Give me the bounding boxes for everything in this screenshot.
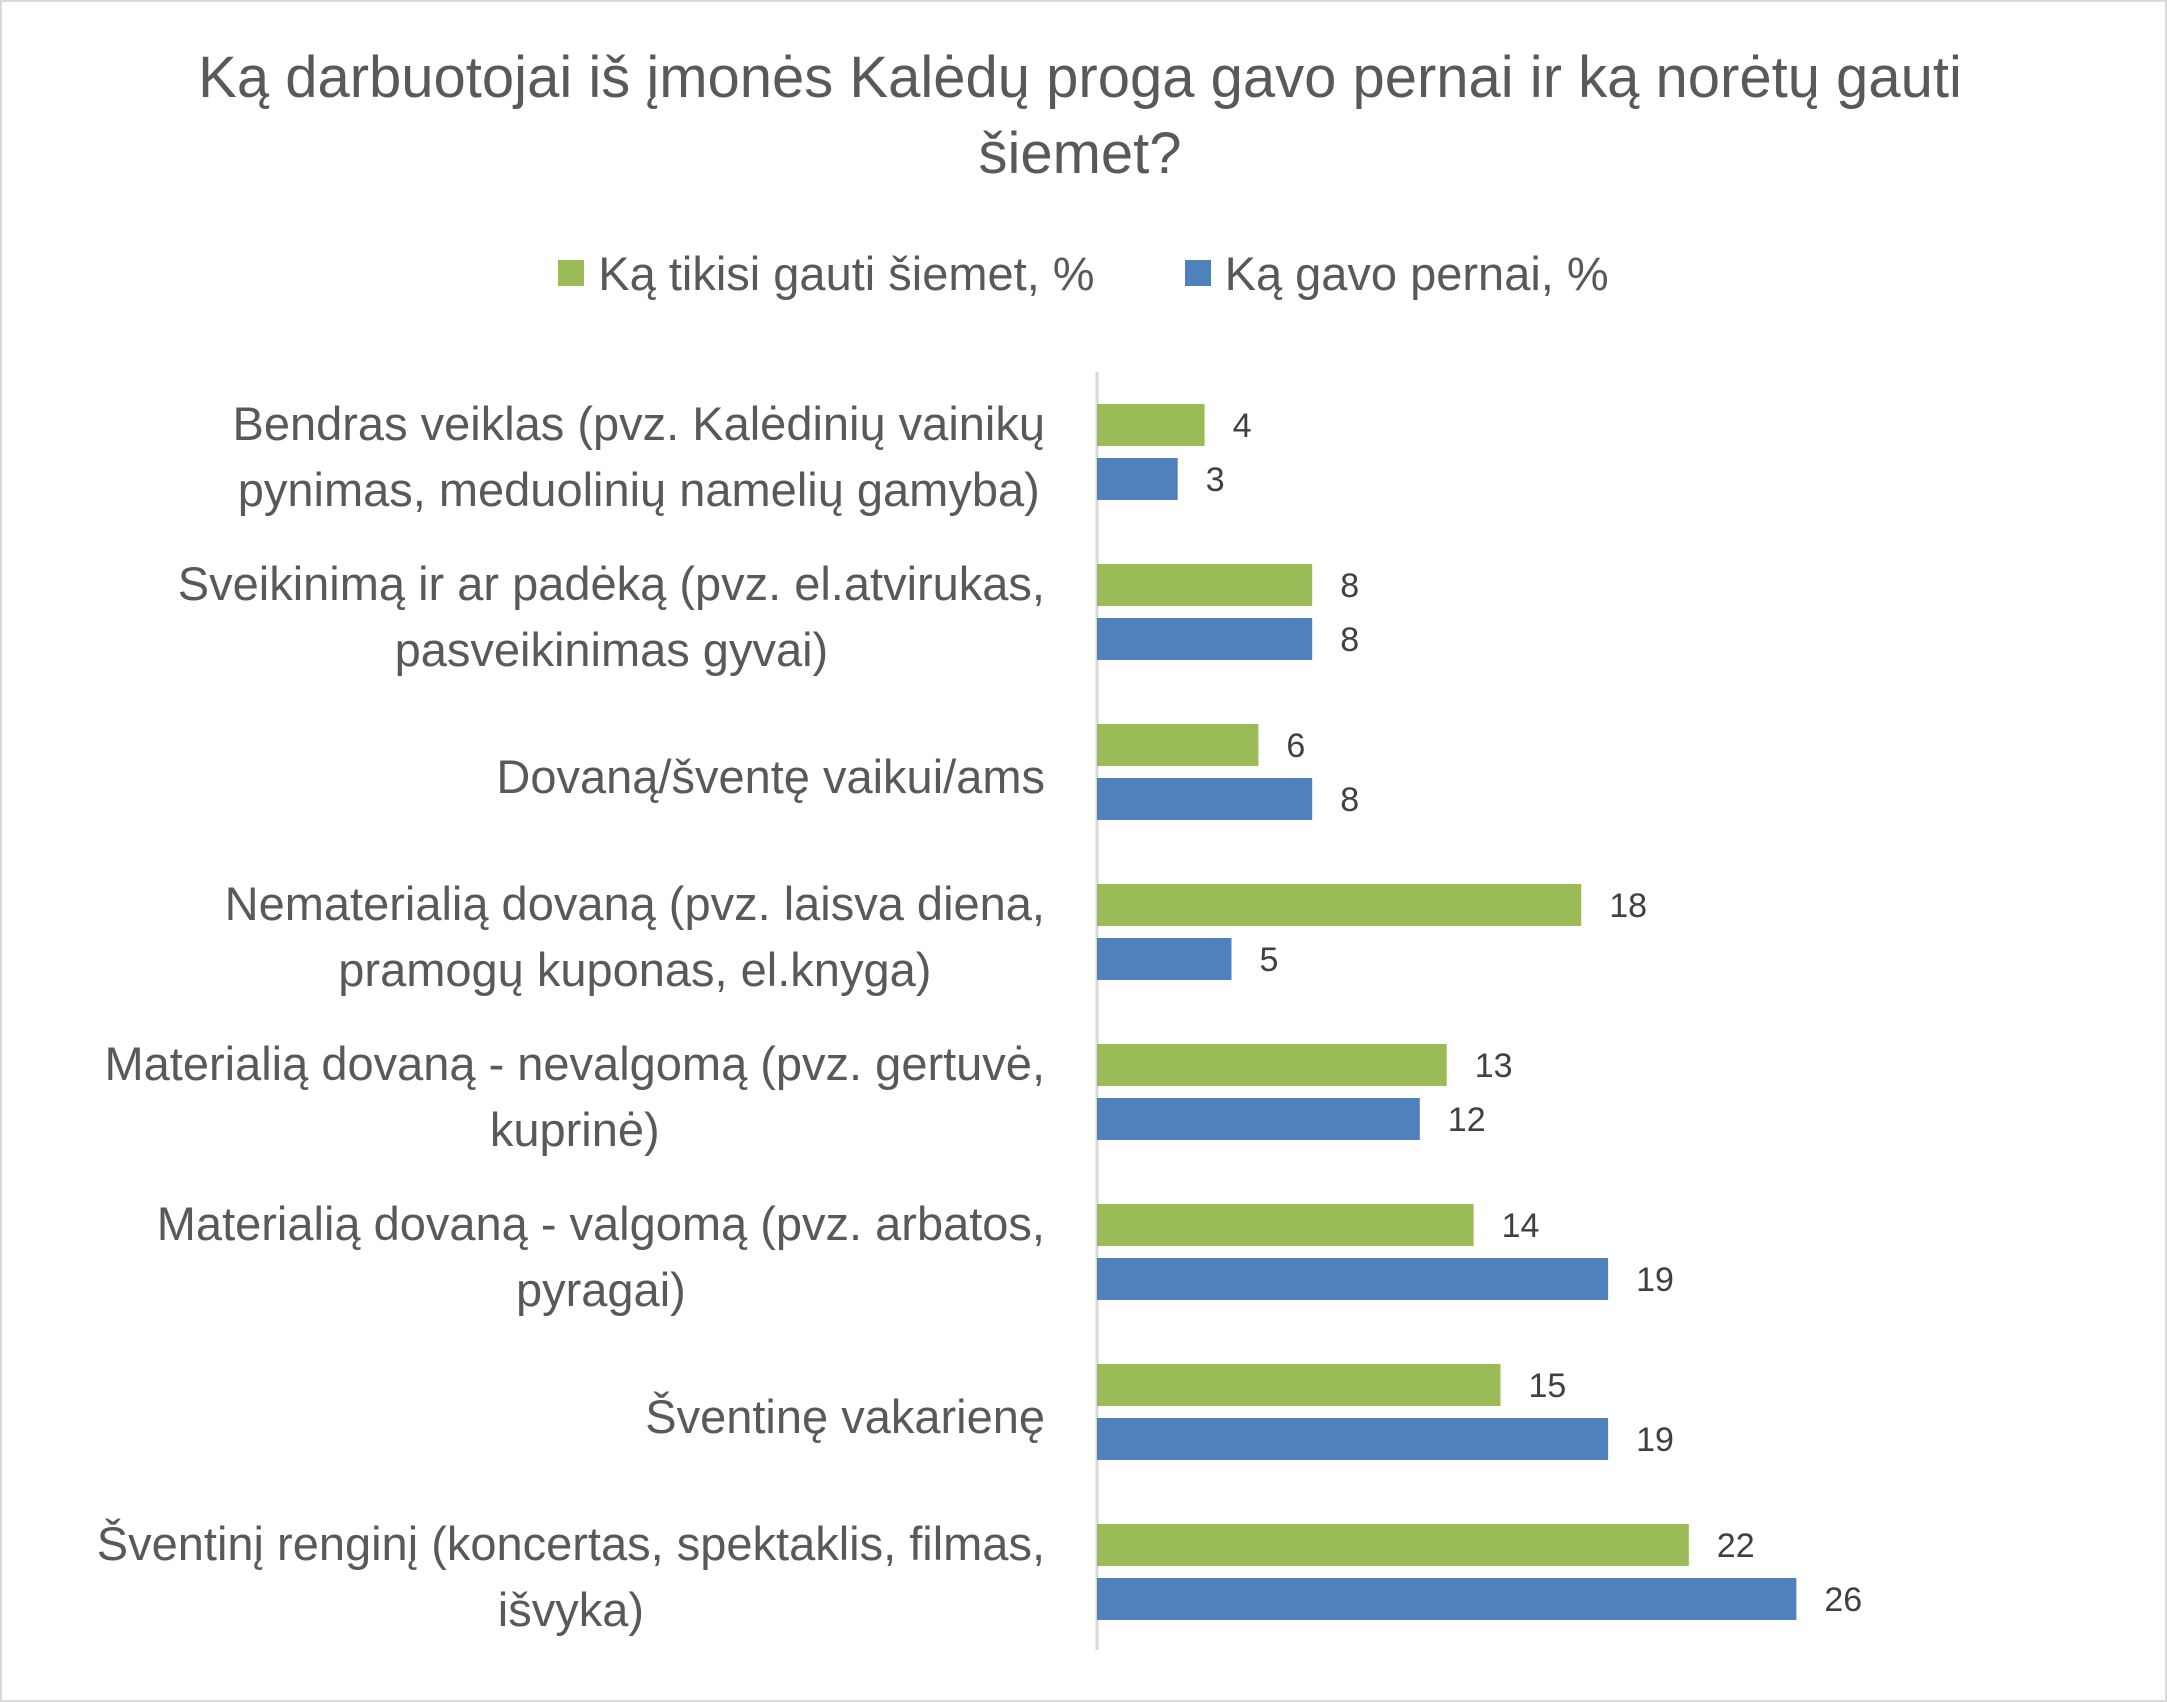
category-label-line: pasveikinimas gyvai) xyxy=(395,623,829,676)
data-label-this-year-4: 13 xyxy=(1475,1047,1513,1085)
category-label-line: Nematerialią dovaną (pvz. laisva diena, xyxy=(225,877,1045,930)
legend-swatch-last-year xyxy=(1184,260,1211,286)
category-label-line: kuprinė) xyxy=(490,1103,660,1156)
data-label-last-year-0: 3 xyxy=(1206,461,1225,499)
category-label-2: Dovaną/šventę vaikui/ams xyxy=(496,750,1045,803)
data-label-this-year-2: 6 xyxy=(1286,727,1305,765)
bar-this-year-2 xyxy=(1097,724,1259,766)
chart-title: Ką darbuotojai iš įmonės Kalėdų proga ga… xyxy=(198,45,1962,186)
category-label-line: Materialią dovaną - valgomą (pvz. arbato… xyxy=(157,1197,1045,1250)
legend-label-last-year: Ką gavo pernai, % xyxy=(1224,246,1609,300)
data-label-last-year-4: 12 xyxy=(1448,1101,1486,1139)
bar-this-year-3 xyxy=(1097,884,1582,926)
data-label-this-year-5: 14 xyxy=(1502,1207,1540,1245)
category-label-7: Šventinį renginį (koncertas, spektaklis,… xyxy=(97,1517,1045,1636)
data-label-last-year-7: 26 xyxy=(1824,1581,1862,1619)
category-label-line: pynimas, meduolinių namelių gamyba) xyxy=(238,463,1040,516)
category-label-line: Materialią dovaną - nevalgomą (pvz. gert… xyxy=(105,1037,1045,1090)
bar-last-year-6 xyxy=(1097,1418,1609,1460)
bar-this-year-6 xyxy=(1097,1364,1501,1406)
category-label-line: Šventinį renginį (koncertas, spektaklis,… xyxy=(97,1517,1045,1570)
category-label-line: pramogų kuponas, el.knyga) xyxy=(338,943,931,996)
data-label-last-year-6: 19 xyxy=(1636,1421,1674,1459)
legend-item-this-year: Ką tikisi gauti šiemet, % xyxy=(558,246,1095,301)
category-label-line: Sveikinimą ir ar padėką (pvz. el.atviruk… xyxy=(178,557,1045,610)
bar-last-year-1 xyxy=(1097,618,1313,660)
bar-this-year-5 xyxy=(1097,1204,1474,1246)
bar-last-year-5 xyxy=(1097,1258,1609,1300)
data-label-this-year-6: 15 xyxy=(1529,1367,1567,1405)
legend: Ką tikisi gauti šiemet, % Ką gavo pernai… xyxy=(0,238,2167,308)
category-label-5: Materialią dovaną - valgomą (pvz. arbato… xyxy=(157,1197,1045,1316)
data-label-this-year-1: 8 xyxy=(1340,567,1359,605)
data-label-this-year-3: 18 xyxy=(1609,887,1647,925)
data-label-last-year-1: 8 xyxy=(1340,621,1359,659)
bar-last-year-2 xyxy=(1097,778,1313,820)
bar-this-year-4 xyxy=(1097,1044,1447,1086)
bar-last-year-3 xyxy=(1097,938,1232,980)
category-label-line: Bendras veiklas (pvz. Kalėdinių vainikų xyxy=(233,397,1045,450)
data-label-this-year-0: 4 xyxy=(1233,407,1252,445)
data-label-last-year-3: 5 xyxy=(1260,941,1279,979)
category-label-4: Materialią dovaną - nevalgomą (pvz. gert… xyxy=(105,1037,1045,1156)
legend-swatch-this-year xyxy=(558,260,585,286)
bar-last-year-7 xyxy=(1097,1578,1797,1620)
bar-last-year-0 xyxy=(1097,458,1178,500)
category-label-line: Dovaną/šventę vaikui/ams xyxy=(496,750,1045,803)
data-label-this-year-7: 22 xyxy=(1717,1527,1755,1565)
category-label-line: Šventinę vakarienę xyxy=(645,1390,1045,1443)
data-label-last-year-5: 19 xyxy=(1636,1261,1674,1299)
bar-this-year-7 xyxy=(1097,1524,1689,1566)
category-label-line: pyragai) xyxy=(516,1263,686,1316)
category-label-6: Šventinę vakarienę xyxy=(645,1390,1045,1443)
legend-label-this-year: Ką tikisi gauti šiemet, % xyxy=(598,246,1095,300)
category-label-3: Nematerialią dovaną (pvz. laisva diena, p… xyxy=(225,877,1045,996)
category-label-1: Sveikinimą ir ar padėką (pvz. el.atviruk… xyxy=(178,557,1045,676)
category-label-0: Bendras veiklas (pvz. Kalėdinių vainikų p… xyxy=(233,397,1045,516)
category-label-line: išvyka) xyxy=(498,1583,644,1636)
bar-this-year-0 xyxy=(1097,404,1205,446)
bar-this-year-1 xyxy=(1097,564,1313,606)
legend-item-last-year: Ką gavo pernai, % xyxy=(1184,246,1609,301)
bar-last-year-4 xyxy=(1097,1098,1420,1140)
data-label-last-year-2: 8 xyxy=(1340,781,1359,819)
